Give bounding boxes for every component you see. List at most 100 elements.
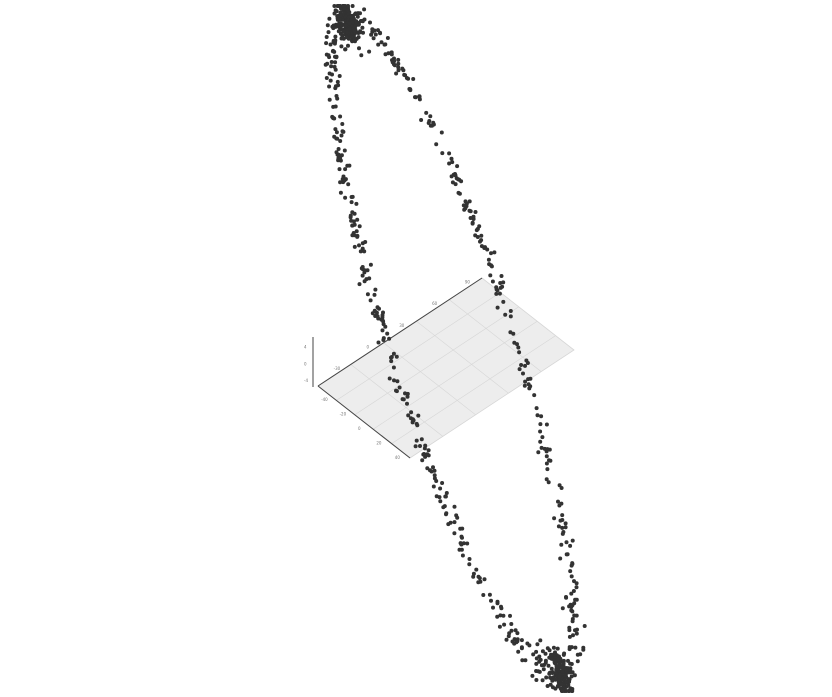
data-point (403, 73, 408, 78)
data-point (353, 24, 358, 28)
data-point (540, 435, 545, 440)
data-point (383, 324, 388, 329)
data-point (456, 177, 461, 182)
gridline (416, 320, 509, 394)
data-point (376, 28, 380, 33)
data-point (327, 84, 332, 89)
data-point (332, 49, 337, 54)
data-point (568, 569, 573, 574)
data-point (337, 74, 342, 78)
gridline (354, 306, 519, 416)
data-point (467, 562, 472, 567)
data-point (554, 664, 559, 669)
data-point (509, 628, 514, 633)
data-point (467, 557, 472, 561)
data-point (571, 633, 575, 638)
data-point (440, 481, 445, 485)
data-point (532, 393, 537, 398)
data-point (368, 20, 372, 25)
data-point (324, 35, 329, 39)
data-point (523, 658, 528, 663)
data-point (349, 195, 354, 199)
data-point (544, 477, 549, 482)
data-point (338, 190, 343, 195)
data-point (564, 679, 569, 684)
data-point (357, 224, 362, 229)
data-point (550, 678, 555, 683)
data-point (570, 689, 575, 693)
data-point (414, 438, 419, 443)
data-point (360, 273, 365, 278)
data-point (581, 645, 586, 650)
data-point (517, 350, 522, 355)
y-tick-label: 60 (432, 301, 438, 306)
data-point (362, 7, 367, 12)
data-point (344, 30, 349, 35)
data-point (394, 389, 399, 394)
data-point (425, 466, 430, 471)
data-point (335, 79, 340, 84)
data-point (558, 556, 563, 561)
data-point (467, 199, 472, 204)
data-point (438, 499, 443, 504)
data-point (477, 224, 482, 229)
data-point (333, 84, 338, 89)
data-point (340, 122, 345, 126)
data-point (556, 668, 561, 673)
data-point (463, 206, 468, 211)
data-point (538, 439, 543, 444)
data-point (482, 577, 487, 582)
data-point (502, 622, 507, 627)
data-point (556, 499, 560, 504)
data-point (495, 305, 500, 310)
data-point (498, 281, 503, 285)
data-point (431, 120, 436, 125)
data-point (389, 355, 394, 359)
x-tick-label: -20 (340, 412, 347, 417)
data-point (360, 18, 365, 23)
data-point (508, 314, 513, 319)
data-point (573, 597, 578, 602)
data-point (455, 515, 460, 520)
data-point (355, 217, 360, 222)
data-point (334, 150, 339, 155)
data-point (358, 11, 362, 16)
data-point (357, 243, 361, 248)
data-point (543, 660, 548, 665)
data-point (350, 223, 355, 228)
data-point (389, 50, 394, 55)
data-point (350, 4, 355, 8)
data-point (354, 19, 359, 24)
data-point (501, 299, 506, 304)
data-point (418, 444, 422, 448)
data-point (438, 486, 443, 491)
data-point (568, 543, 573, 548)
data-point (559, 682, 564, 687)
data-point (341, 129, 346, 134)
data-point (567, 679, 572, 684)
data-point (394, 71, 399, 76)
data-point (343, 14, 348, 19)
data-point (328, 78, 333, 83)
data-point (334, 94, 339, 98)
data-point (368, 298, 373, 303)
data-point (417, 94, 422, 99)
data-point (434, 142, 439, 147)
data-point (489, 264, 494, 269)
data-point (444, 491, 449, 495)
data-point (380, 313, 385, 318)
data-point (569, 591, 574, 596)
data-point (348, 15, 353, 19)
data-point (545, 684, 550, 688)
x-tick-label: 40 (395, 455, 401, 460)
data-point (542, 446, 547, 451)
data-point (539, 445, 544, 450)
data-point (447, 151, 452, 156)
data-point (344, 35, 349, 40)
data-point (395, 379, 400, 384)
data-point (352, 219, 356, 224)
z-tick-label: -4 (304, 378, 308, 383)
data-point (548, 675, 553, 680)
y-tick-label: 90 (465, 280, 471, 285)
data-point (501, 613, 506, 618)
